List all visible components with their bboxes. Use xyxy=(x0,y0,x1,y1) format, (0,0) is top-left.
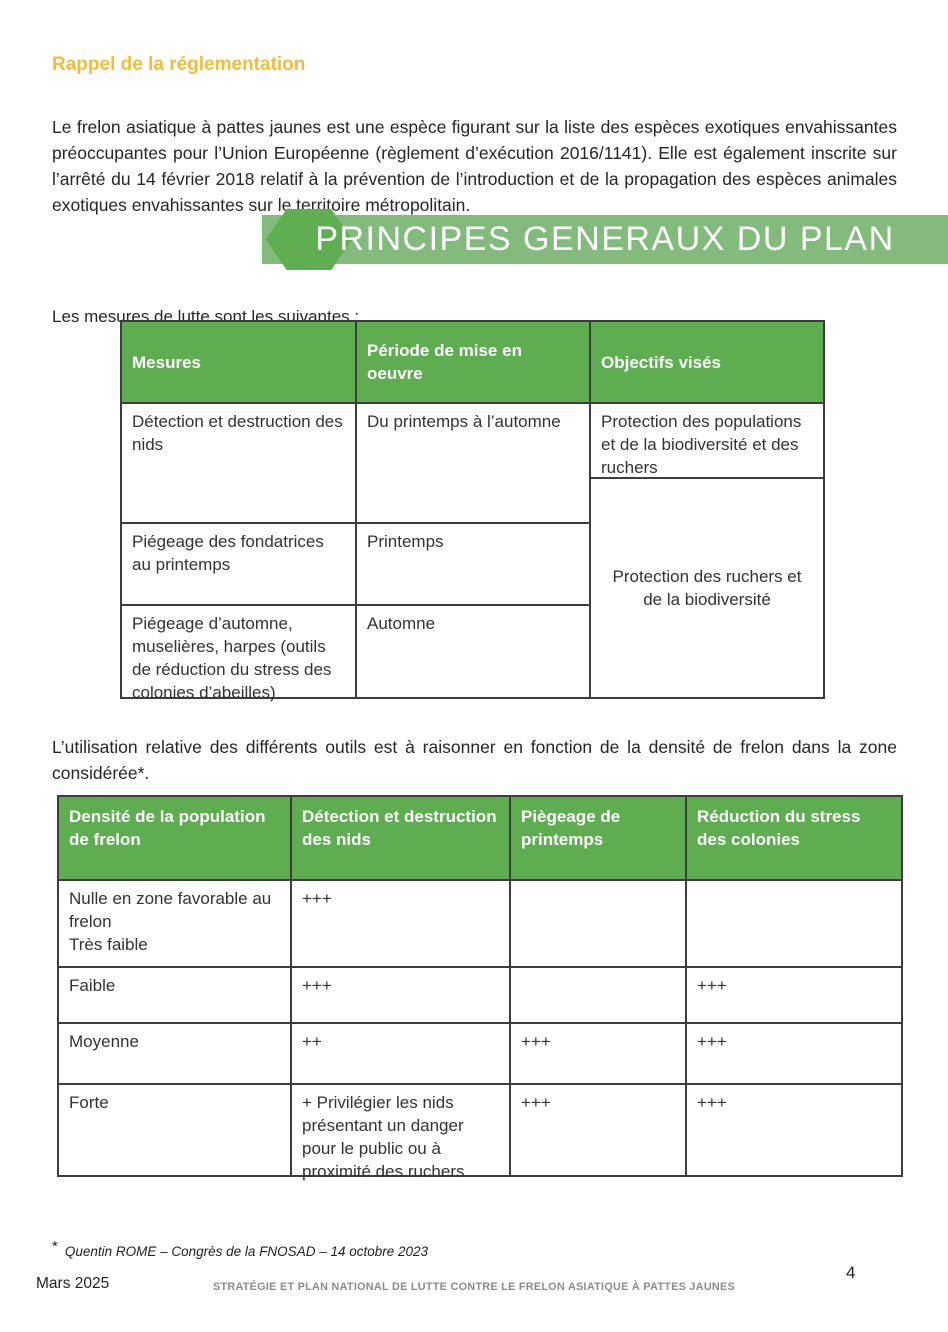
banner-title: PRINCIPES GENERAUX DU PLAN xyxy=(315,220,895,258)
hexagon-icon xyxy=(266,209,352,270)
density-table: Densité de la population de frelon Détec… xyxy=(57,795,903,1181)
density-table-header-detection: Détection et destruction des nids xyxy=(290,797,509,879)
footnote-text: Quentin ROME – Congrès de la FNOSAD – 14… xyxy=(64,1244,429,1259)
section-banner: PRINCIPES GENERAUX DU PLAN xyxy=(262,209,948,270)
density-table-header-trapping: Piègeage de printemps xyxy=(509,797,685,879)
table-cell-period-1: Du printemps à l’automne xyxy=(355,402,589,522)
table-cell-stress-4: +++ xyxy=(685,1083,901,1175)
density-table-header-density: Densité de la population de frelon xyxy=(59,797,290,879)
table-cell-detection-4: + Privilégier les nids présentant un dan… xyxy=(290,1083,509,1181)
table-cell-measure-1: Détection et destruction des nids xyxy=(122,402,355,522)
table-cell-objective-1: Protection des populations et de la biod… xyxy=(591,404,823,479)
footer-date: Mars 2025 xyxy=(36,1275,110,1292)
table-cell-stress-2: +++ xyxy=(685,966,901,1022)
table-cell-objective-2: Protection des ruchers et de la biodiver… xyxy=(612,567,802,609)
table-cell-stress-1 xyxy=(685,879,901,966)
table-cell-trapping-4: +++ xyxy=(509,1083,685,1175)
intro-paragraph: Le frelon asiatique à pattes jaunes est … xyxy=(52,116,897,215)
measures-table-header-objectifs: Objectifs visés xyxy=(589,322,823,402)
table-cell-measure-3: Piégeage d’automne, muselières, harpes (… xyxy=(122,604,355,702)
table-cell-density-1: Nulle en zone favorable au frelon Très f… xyxy=(59,879,290,966)
table-cell-detection-3: ++ xyxy=(290,1022,509,1083)
page-number: 4 xyxy=(846,1263,856,1282)
table-cell-measure-2: Piégeage des fondatrices au printemps xyxy=(122,522,355,604)
footnote-asterisk: * xyxy=(52,1238,58,1255)
table-cell-trapping-2 xyxy=(509,966,685,1022)
footnote: * Quentin ROME – Congrès de la FNOSAD – 1… xyxy=(52,1238,429,1260)
table-cell-density-4: Forte xyxy=(59,1083,290,1175)
table-cell-trapping-3: +++ xyxy=(509,1022,685,1083)
density-table-header-stress: Réduction du stress des colonies xyxy=(685,797,901,879)
footer-document-title: STRATÉGIE ET PLAN NATIONAL DE LUTTE CONT… xyxy=(212,1281,736,1293)
table-cell-trapping-1 xyxy=(509,879,685,966)
measures-table-header-periode: Période de mise en oeuvre xyxy=(355,322,589,402)
table-cell-stress-3: +++ xyxy=(685,1022,901,1083)
measures-table-header-mesures: Mesures xyxy=(122,322,355,402)
objectives-column: Protection des populations et de la biod… xyxy=(589,402,823,697)
table-cell-detection-2: +++ xyxy=(290,966,509,1022)
table-cell-detection-1: +++ xyxy=(290,879,509,966)
measures-table: Mesures Période de mise en oeuvre Object… xyxy=(120,320,825,702)
table-cell-period-3: Automne xyxy=(355,604,589,697)
density-paragraph: L’utilisation relative des différents ou… xyxy=(52,736,897,783)
section-heading: Rappel de la réglementation xyxy=(52,54,306,75)
table-cell-density-3: Moyenne xyxy=(59,1022,290,1083)
table-cell-period-2: Printemps xyxy=(355,522,589,604)
table-cell-density-2: Faible xyxy=(59,966,290,1022)
